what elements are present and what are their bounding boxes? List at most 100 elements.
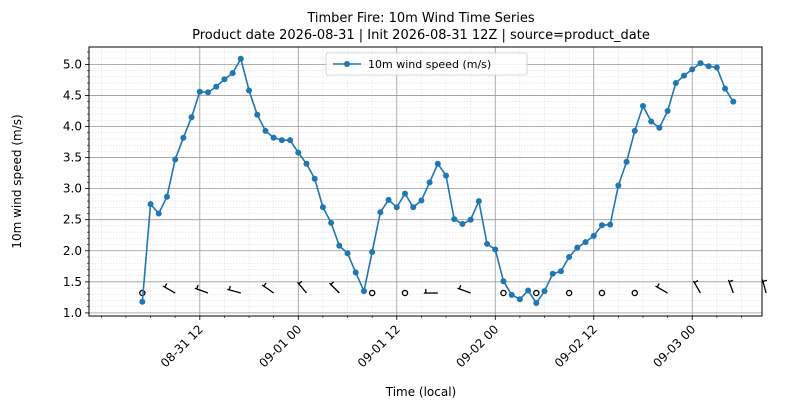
data-point [533, 299, 540, 306]
wind-barb-flag [263, 282, 267, 287]
data-point [697, 60, 704, 67]
data-point [525, 287, 532, 294]
chart-subtitle: Product date 2026-08-31 | Init 2026-08-3… [192, 28, 650, 43]
data-point [598, 222, 605, 229]
data-point [352, 269, 359, 276]
data-point [631, 127, 638, 134]
y-tick-label: 2.0 [63, 244, 82, 258]
data-point [664, 107, 671, 114]
y-tick-label: 5.0 [63, 57, 82, 71]
x-axis-label: Time (local) [385, 385, 457, 399]
data-point [336, 242, 343, 249]
data-point [377, 209, 384, 216]
calm-wind-marker [565, 289, 573, 297]
calm-wind-marker [401, 289, 409, 297]
data-point [246, 87, 253, 94]
legend: 10m wind speed (m/s) [325, 52, 528, 76]
data-point [582, 239, 589, 246]
data-point [713, 64, 720, 71]
y-tick-label: 3.0 [63, 182, 82, 196]
calm-wind-marker [533, 289, 540, 297]
data-point [319, 204, 326, 211]
data-point [639, 103, 646, 110]
data-point [459, 221, 466, 228]
data-point [615, 182, 622, 189]
data-point [262, 127, 269, 134]
x-tick-label: 09-02 12 [552, 322, 600, 370]
wind-barb-flag [196, 284, 199, 290]
data-point [566, 253, 573, 260]
plot-frame [88, 46, 763, 317]
chart-title: Timber Fire: 10m Wind Time Series [306, 11, 535, 26]
data-point [205, 89, 212, 96]
minor-grid [89, 47, 762, 316]
data-point [344, 250, 351, 257]
y-axis-label: 10m wind speed (m/s) [10, 114, 24, 248]
legend-marker-swatch [344, 61, 350, 67]
data-point [607, 221, 614, 228]
data-point [139, 298, 146, 305]
data-point [574, 244, 581, 251]
data-point [180, 134, 187, 141]
data-point [278, 137, 285, 144]
data-point [549, 270, 556, 277]
y-tick-label: 1.5 [63, 275, 82, 289]
data-point [516, 296, 523, 303]
data-point [730, 98, 737, 105]
data-point [451, 216, 458, 223]
y-tick-label: 4.5 [63, 88, 82, 102]
wind-barb-flag [728, 279, 734, 283]
data-point [188, 114, 195, 121]
data-point [172, 156, 179, 163]
data-point [328, 219, 335, 226]
y-tick-label: 2.5 [63, 213, 82, 227]
data-point [623, 158, 630, 165]
data-point [213, 83, 220, 90]
data-point [163, 193, 170, 200]
data-point [155, 210, 162, 217]
data-point [557, 268, 564, 275]
data-point [147, 201, 154, 208]
wind-barb-flag [298, 280, 303, 285]
data-point [360, 288, 367, 295]
x-tick-label: 08-31 12 [158, 322, 206, 370]
calm-wind-marker [598, 289, 606, 297]
data-point [303, 160, 310, 167]
data-point [295, 149, 302, 156]
data-point [401, 190, 408, 197]
data-point [705, 63, 712, 70]
data-point [418, 197, 425, 204]
data-point [681, 72, 688, 79]
data-point [434, 160, 441, 167]
legend-entry-label: 10m wind speed (m/s) [368, 58, 491, 71]
data-point [229, 70, 236, 77]
data-point [500, 278, 507, 285]
y-tick-label: 4.0 [63, 120, 82, 134]
data-point [722, 85, 729, 92]
wind-barb-staff [296, 281, 307, 294]
data-point [648, 118, 655, 125]
x-axis: 08-31 12 09-01 00 09-01 12 09-02 00 09-02 12… [101, 316, 742, 370]
calm-wind-marker [631, 289, 639, 297]
wind-speed-points [139, 55, 737, 306]
data-point [287, 137, 294, 144]
wind-barb-flag [228, 285, 231, 291]
wind-barb-flag [656, 283, 660, 288]
data-point [426, 179, 433, 186]
x-tick-label: 09-01 12 [355, 322, 403, 370]
data-point [475, 198, 482, 205]
data-point [410, 204, 417, 211]
x-tick-label: 09-03 00 [650, 322, 698, 370]
y-axis: 1.0 1.5 2.0 2.5 3.0 3.5 4.0 4.5 5.0 [63, 51, 89, 320]
calm-wind-marker [368, 289, 376, 297]
x-tick-label: 09-02 00 [453, 322, 501, 370]
wind-barb-flag [694, 280, 699, 284]
data-point [369, 249, 376, 256]
data-point [672, 80, 679, 87]
wind-barb-flag [458, 284, 462, 290]
data-point [196, 88, 203, 95]
legend-box [325, 52, 528, 76]
wind-barb-staff [655, 285, 668, 294]
data-point [508, 291, 515, 298]
